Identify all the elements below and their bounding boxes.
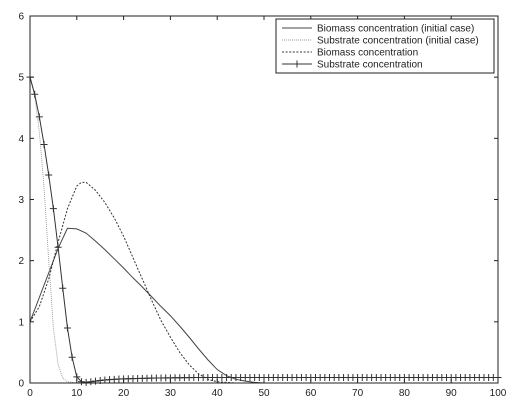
x-tick-label: 80	[399, 388, 411, 396]
y-tick-label: 3	[18, 195, 24, 206]
y-tick-label: 5	[18, 73, 24, 84]
data-point	[77, 378, 85, 386]
data-point	[45, 171, 53, 179]
data-point	[31, 90, 39, 98]
y-tick-label: 4	[18, 134, 24, 145]
series-2	[29, 77, 498, 384]
legend: Biomass concentration (initial case)Subs…	[275, 18, 495, 74]
series-4	[26, 73, 502, 386]
x-tick-label: 90	[446, 388, 458, 396]
legend-item: Biomass concentration	[282, 48, 418, 59]
data-point	[54, 243, 62, 251]
legend-label: Biomass concentration	[317, 48, 418, 59]
legend-box	[275, 18, 495, 74]
legend-label: Biomass concentration (initial case)	[317, 24, 474, 35]
legend-marker	[293, 60, 301, 68]
legend-label: Substrate concentration	[317, 60, 423, 71]
x-tick-label: 0	[27, 388, 33, 396]
legend-item: Substrate concentration (initial case)	[282, 36, 479, 47]
legend-item: Biomass concentration (initial case)	[282, 24, 474, 35]
data-point	[87, 378, 95, 386]
x-tick-label: 10	[71, 388, 83, 396]
x-tick-label: 100	[490, 388, 507, 396]
x-tick-label: 50	[258, 388, 270, 396]
data-point	[63, 324, 71, 332]
y-tick-label: 0	[18, 379, 24, 390]
y-tick-label: 2	[18, 256, 24, 267]
x-tick-label: 30	[165, 388, 177, 396]
data-point	[82, 378, 90, 386]
x-tick-label: 60	[305, 388, 317, 396]
series-line	[29, 77, 498, 384]
data-point	[35, 113, 43, 121]
y-tick-label: 1	[18, 317, 24, 328]
data-point	[40, 140, 48, 148]
x-tick-label: 40	[212, 388, 224, 396]
legend-label: Substrate concentration (initial case)	[317, 36, 479, 47]
legend-item: Substrate concentration	[282, 60, 423, 71]
ticks-layer: 0 10 20 30 40 50 60 70 80 90 100 0 1 2 3 4 5 6	[18, 12, 506, 396]
x-tick-label: 20	[118, 388, 130, 396]
y-tick-label: 6	[18, 12, 24, 23]
data-point	[68, 353, 76, 361]
data-point	[49, 205, 57, 213]
x-tick-label: 70	[352, 388, 364, 396]
data-point	[59, 284, 67, 292]
